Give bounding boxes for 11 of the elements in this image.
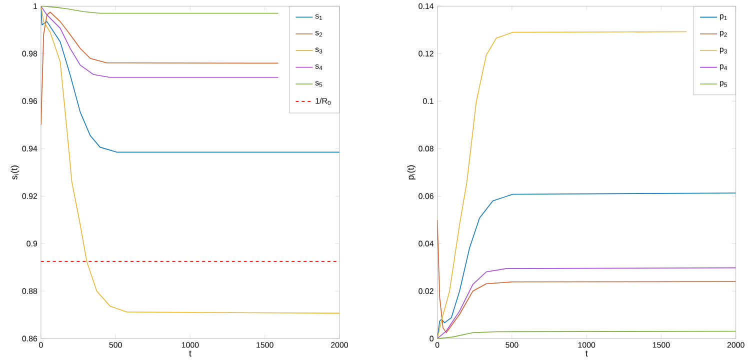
x-axis-title: t (585, 350, 588, 357)
line-series (40, 12, 279, 126)
line-series (40, 6, 340, 314)
line-series (40, 6, 279, 78)
line-series (437, 268, 736, 339)
x-axis-title: t (189, 350, 192, 357)
y-axis-title: p$_{i}$(t) (407, 166, 416, 180)
line-series (437, 331, 736, 339)
y-axis-title: s$_{i}$(t) (10, 166, 20, 180)
line-series (437, 32, 687, 339)
line-series (437, 220, 736, 334)
